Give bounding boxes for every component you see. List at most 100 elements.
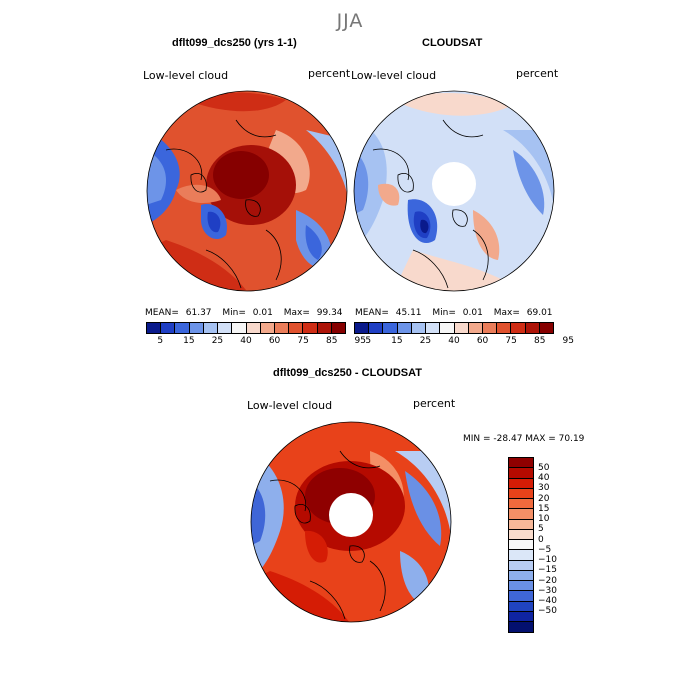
colorbar-tick-label: 95 — [562, 336, 575, 346]
diff-variable-label: Low-level cloud — [247, 399, 333, 412]
colorbar-tick-label: 40 — [538, 473, 550, 483]
obs-polar-map — [353, 90, 555, 292]
obs-stats: MEAN= 45.11 Min= 0.01 Max= 69.01 — [355, 308, 553, 318]
colorbar-tick-label: 30 — [538, 483, 550, 494]
colorbar-tick-label: 15 — [391, 336, 403, 346]
colorbar-swatch — [397, 323, 412, 333]
colorbar-tick-label: 15 — [538, 503, 550, 514]
diff-coastlines — [269, 450, 386, 620]
colorbar-tick-label: 15 — [183, 336, 195, 346]
colorbar-swatch — [303, 323, 318, 333]
colorbar-swatch — [246, 323, 261, 333]
colorbar-tick-label: 95 — [354, 336, 367, 346]
colorbar-tick-label: 75 — [297, 336, 309, 346]
colorbar-swatch — [161, 323, 176, 333]
colorbar-tick-label: 50 — [538, 462, 550, 473]
colorbar-swatch — [189, 323, 204, 333]
colorbar-swatch — [509, 499, 533, 510]
colorbar-swatch — [482, 323, 498, 333]
colorbar-tick-label: 25 — [419, 336, 432, 346]
season-title: JJA — [336, 10, 364, 32]
colorbar-swatch — [509, 570, 533, 581]
colorbar-tick-label: 5 — [365, 336, 372, 346]
colorbar-swatch — [440, 323, 455, 333]
diff-colorbar-labels: 50 40 30 20 15 10 5 0 −5 −10 −15 −20 −30 −40 −50 — [536, 457, 576, 637]
colorbar-swatch — [509, 550, 533, 561]
colorbar-tick-label: −30 — [538, 585, 557, 596]
colorbar-swatch — [509, 622, 533, 633]
colorbar-tick-label: −10 — [538, 555, 557, 565]
diff-no-data-hole — [329, 493, 373, 537]
colorbar-swatch — [509, 601, 533, 612]
colorbar-swatch — [274, 323, 290, 333]
model-colorbar: 5 15 25 40 60 75 85 95 — [146, 322, 366, 346]
colorbar-swatch — [509, 581, 533, 592]
obs-variable-label: Low-level cloud — [351, 69, 437, 82]
colorbar-tick-label: 85 — [325, 336, 338, 346]
obs-colorbar: 5 15 25 40 60 75 85 95 — [354, 322, 574, 346]
colorbar-tick-label: 0 — [538, 534, 544, 545]
colorbar-tick-label: 40 — [240, 336, 252, 346]
colorbar-swatch — [260, 323, 275, 333]
colorbar-tick-label: 75 — [505, 336, 517, 346]
colorbar-swatch — [426, 323, 441, 333]
colorbar-swatch — [509, 611, 533, 622]
colorbar-swatch — [175, 323, 190, 333]
colorbar-swatch — [497, 323, 512, 333]
colorbar-tick-label: 25 — [211, 336, 224, 346]
colorbar-swatch — [539, 323, 554, 333]
diff-colorbar — [508, 457, 534, 634]
colorbar-swatch — [454, 323, 469, 333]
colorbar-tick-label: 20 — [538, 493, 550, 504]
colorbar-swatch — [509, 488, 533, 499]
colorbar-swatch — [509, 468, 533, 479]
colorbar-tick-label: 5 — [157, 336, 164, 346]
obs-coastlines — [372, 119, 489, 289]
colorbar-swatch — [509, 591, 533, 602]
colorbar-swatch — [509, 560, 533, 571]
colorbar-tick-label: 85 — [533, 336, 546, 346]
diff-minmax: MIN = -28.47 MAX = 70.19 — [463, 434, 585, 444]
diff-polar-map — [250, 421, 452, 623]
colorbar-tick-label: −15 — [538, 565, 557, 576]
model-polar-map — [146, 90, 348, 292]
colorbar-swatch — [411, 323, 427, 333]
colorbar-swatch — [468, 323, 483, 333]
colorbar-swatch — [331, 323, 346, 333]
colorbar-tick-label: −5 — [538, 544, 552, 555]
colorbar-swatch — [509, 519, 533, 530]
colorbar-swatch — [369, 323, 384, 333]
diff-units-label: percent — [413, 397, 456, 410]
model-units-label: percent — [308, 67, 351, 80]
colorbar-tick-label: 60 — [476, 336, 489, 346]
colorbar-swatch — [317, 323, 332, 333]
obs-panel-title: CLOUDSAT — [422, 37, 483, 49]
obs-units-label: percent — [516, 67, 559, 80]
obs-no-data-hole — [432, 162, 476, 206]
colorbar-swatch — [383, 323, 398, 333]
colorbar-swatch — [525, 323, 540, 333]
colorbar-swatch — [355, 323, 370, 333]
model-coastlines — [165, 119, 282, 289]
colorbar-swatch — [232, 323, 247, 333]
model-variable-label: Low-level cloud — [143, 69, 229, 82]
colorbar-swatch — [203, 323, 219, 333]
model-panel-title: dflt099_dcs250 (yrs 1-1) — [172, 37, 297, 49]
colorbar-swatch — [511, 323, 526, 333]
colorbar-swatch — [218, 323, 233, 333]
colorbar-tick-label: 60 — [268, 336, 281, 346]
colorbar-swatch — [509, 458, 533, 469]
colorbar-swatch — [509, 478, 533, 489]
colorbar-swatch — [509, 529, 533, 540]
colorbar-swatch — [147, 323, 162, 333]
colorbar-tick-label: 10 — [538, 514, 550, 524]
colorbar-tick-label: −50 — [538, 606, 557, 617]
colorbar-tick-label: 40 — [448, 336, 460, 346]
colorbar-tick-label: −20 — [538, 575, 557, 586]
colorbar-tick-label: −40 — [538, 596, 557, 606]
model-stats: MEAN= 61.37 Min= 0.01 Max= 99.34 — [145, 308, 343, 318]
diff-panel-title: dflt099_dcs250 - CLOUDSAT — [273, 367, 422, 379]
colorbar-swatch — [509, 509, 533, 520]
colorbar-swatch — [509, 540, 533, 551]
colorbar-swatch — [289, 323, 304, 333]
